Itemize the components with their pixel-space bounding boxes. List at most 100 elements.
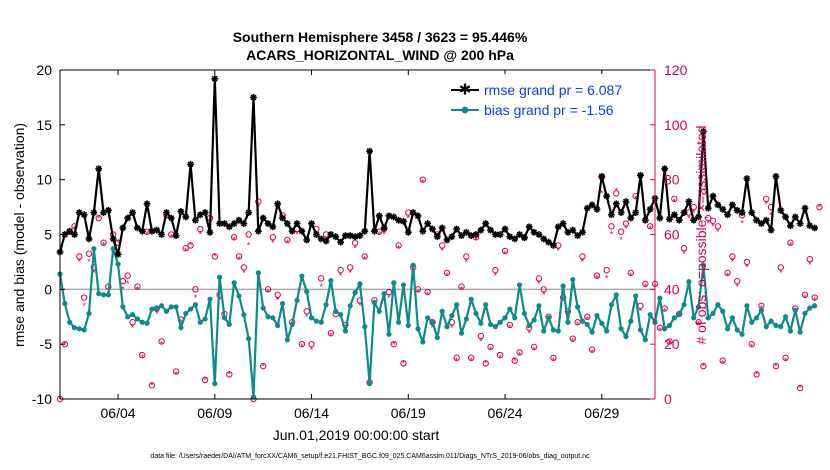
obs-assimilated-point: * xyxy=(619,235,623,245)
obs-assimilated-point: * xyxy=(552,356,556,366)
obs-assimilated-point: * xyxy=(165,213,169,223)
obs-assimilated-point: * xyxy=(542,290,546,300)
rmse-point xyxy=(269,223,276,230)
rmse-point xyxy=(608,211,615,218)
rmse-point xyxy=(255,228,262,235)
obs-assimilated-point: * xyxy=(78,257,82,267)
right-y-tick-label: 0 xyxy=(664,391,672,407)
obs-assimilated-point: * xyxy=(518,350,522,360)
obs-possible-point xyxy=(347,264,354,271)
bias-point xyxy=(183,310,189,317)
bias-point xyxy=(783,314,789,320)
obs-assimilated-point: * xyxy=(547,317,551,327)
obs-possible-point xyxy=(671,195,678,203)
rmse-point xyxy=(598,173,605,180)
bias-point xyxy=(657,295,663,301)
obs-assimilated-point: * xyxy=(319,282,323,292)
y-axis-label: rmse and bias (model - observation) xyxy=(11,123,27,347)
x-tick-label: 06/04 xyxy=(101,405,136,421)
obs-assimilated-point: * xyxy=(261,361,265,371)
obs-possible-point xyxy=(777,264,784,271)
obs-assimilated-point: * xyxy=(257,202,261,212)
obs-possible-point xyxy=(506,321,514,329)
obs-assimilated-point: * xyxy=(203,375,207,385)
footnote: data file: /Users/raeder/DAI/ATM_forcXX/… xyxy=(150,453,590,460)
obs-possible-point xyxy=(327,330,335,337)
bias-point xyxy=(415,326,421,332)
obs-possible-point xyxy=(530,343,538,351)
rmse-point xyxy=(110,235,117,242)
obs-possible-point xyxy=(298,340,306,348)
obs-possible-point xyxy=(318,275,325,282)
obs-possible-point xyxy=(385,288,393,296)
legend: ✱ rmse grand pr = 6.087 bias grand pr = … xyxy=(446,74,654,122)
obs-possible-point xyxy=(264,286,272,293)
obs-assimilated-point: * xyxy=(140,353,144,363)
obs-possible-point xyxy=(235,253,243,260)
obs-possible-point xyxy=(734,277,741,285)
obs-assimilated-point: * xyxy=(121,285,125,295)
rmse-point xyxy=(535,231,542,238)
obs-assimilated-point: * xyxy=(339,271,343,281)
bias-point xyxy=(376,308,382,314)
obs-assimilated-point: * xyxy=(421,178,425,188)
obs-assimilated-point: * xyxy=(702,361,706,371)
y-axis-ticks: -10 -5 0 5 10 15 20 xyxy=(32,62,65,407)
obs-possible-point xyxy=(269,234,277,241)
bias-point xyxy=(352,290,358,296)
bias-point xyxy=(279,300,286,307)
bias-point xyxy=(410,262,416,268)
bias-point xyxy=(647,311,653,318)
bias-point xyxy=(202,316,208,322)
obs-possible-point xyxy=(729,253,736,260)
obs-assimilated-point: * xyxy=(537,279,541,289)
obs-assimilated-point: * xyxy=(382,230,386,240)
bias-point xyxy=(313,318,319,324)
obs-possible-point xyxy=(201,376,209,384)
obs-assimilated-point: * xyxy=(818,202,822,212)
bias-point xyxy=(434,334,440,341)
rmse-point xyxy=(168,215,175,222)
bias-point xyxy=(705,315,711,321)
obs-possible-point xyxy=(158,338,165,345)
rmse-point xyxy=(226,223,233,230)
rmse-point xyxy=(371,228,378,235)
x-tick-label: 06/09 xyxy=(197,405,232,421)
rmse-point xyxy=(76,209,83,216)
obs-possible-point xyxy=(719,357,726,364)
rmse-point xyxy=(671,211,678,218)
rmse-point xyxy=(763,217,770,224)
obs-assimilated-point: * xyxy=(731,257,735,267)
bias-point xyxy=(575,304,581,310)
rmse-point xyxy=(589,201,596,208)
obs-assimilated-point: * xyxy=(750,342,754,352)
rmse-point xyxy=(724,211,731,218)
obs-possible-point xyxy=(458,283,465,290)
obs-possible-point xyxy=(796,384,804,392)
x-tick-label: 06/24 xyxy=(488,405,523,421)
bias-point xyxy=(429,319,436,325)
rmse-point xyxy=(158,231,165,238)
bias-point xyxy=(304,288,310,295)
obs-possible-point xyxy=(95,214,102,222)
rmse-point xyxy=(173,232,180,239)
y-tick-label: 0 xyxy=(44,281,52,297)
bias-point xyxy=(371,299,378,306)
bias-point xyxy=(618,326,624,332)
rmse-point xyxy=(332,233,339,240)
rmse-point xyxy=(250,94,257,101)
obs-possible-point xyxy=(695,319,702,326)
obs-assimilated-point: * xyxy=(145,230,149,240)
obs-possible-point xyxy=(603,266,610,274)
rmse-point xyxy=(124,215,131,222)
obs-assimilated-point: * xyxy=(87,257,91,267)
y-tick-label: 10 xyxy=(36,172,52,188)
bias-point xyxy=(458,330,465,336)
rmse-point xyxy=(463,229,470,236)
obs-assimilated-point: * xyxy=(692,208,696,218)
bias-point xyxy=(386,331,392,337)
rmse-point xyxy=(424,220,431,227)
bias-point xyxy=(541,328,547,334)
right-y-tick-label: 40 xyxy=(664,281,680,297)
rmse-point xyxy=(434,233,441,240)
